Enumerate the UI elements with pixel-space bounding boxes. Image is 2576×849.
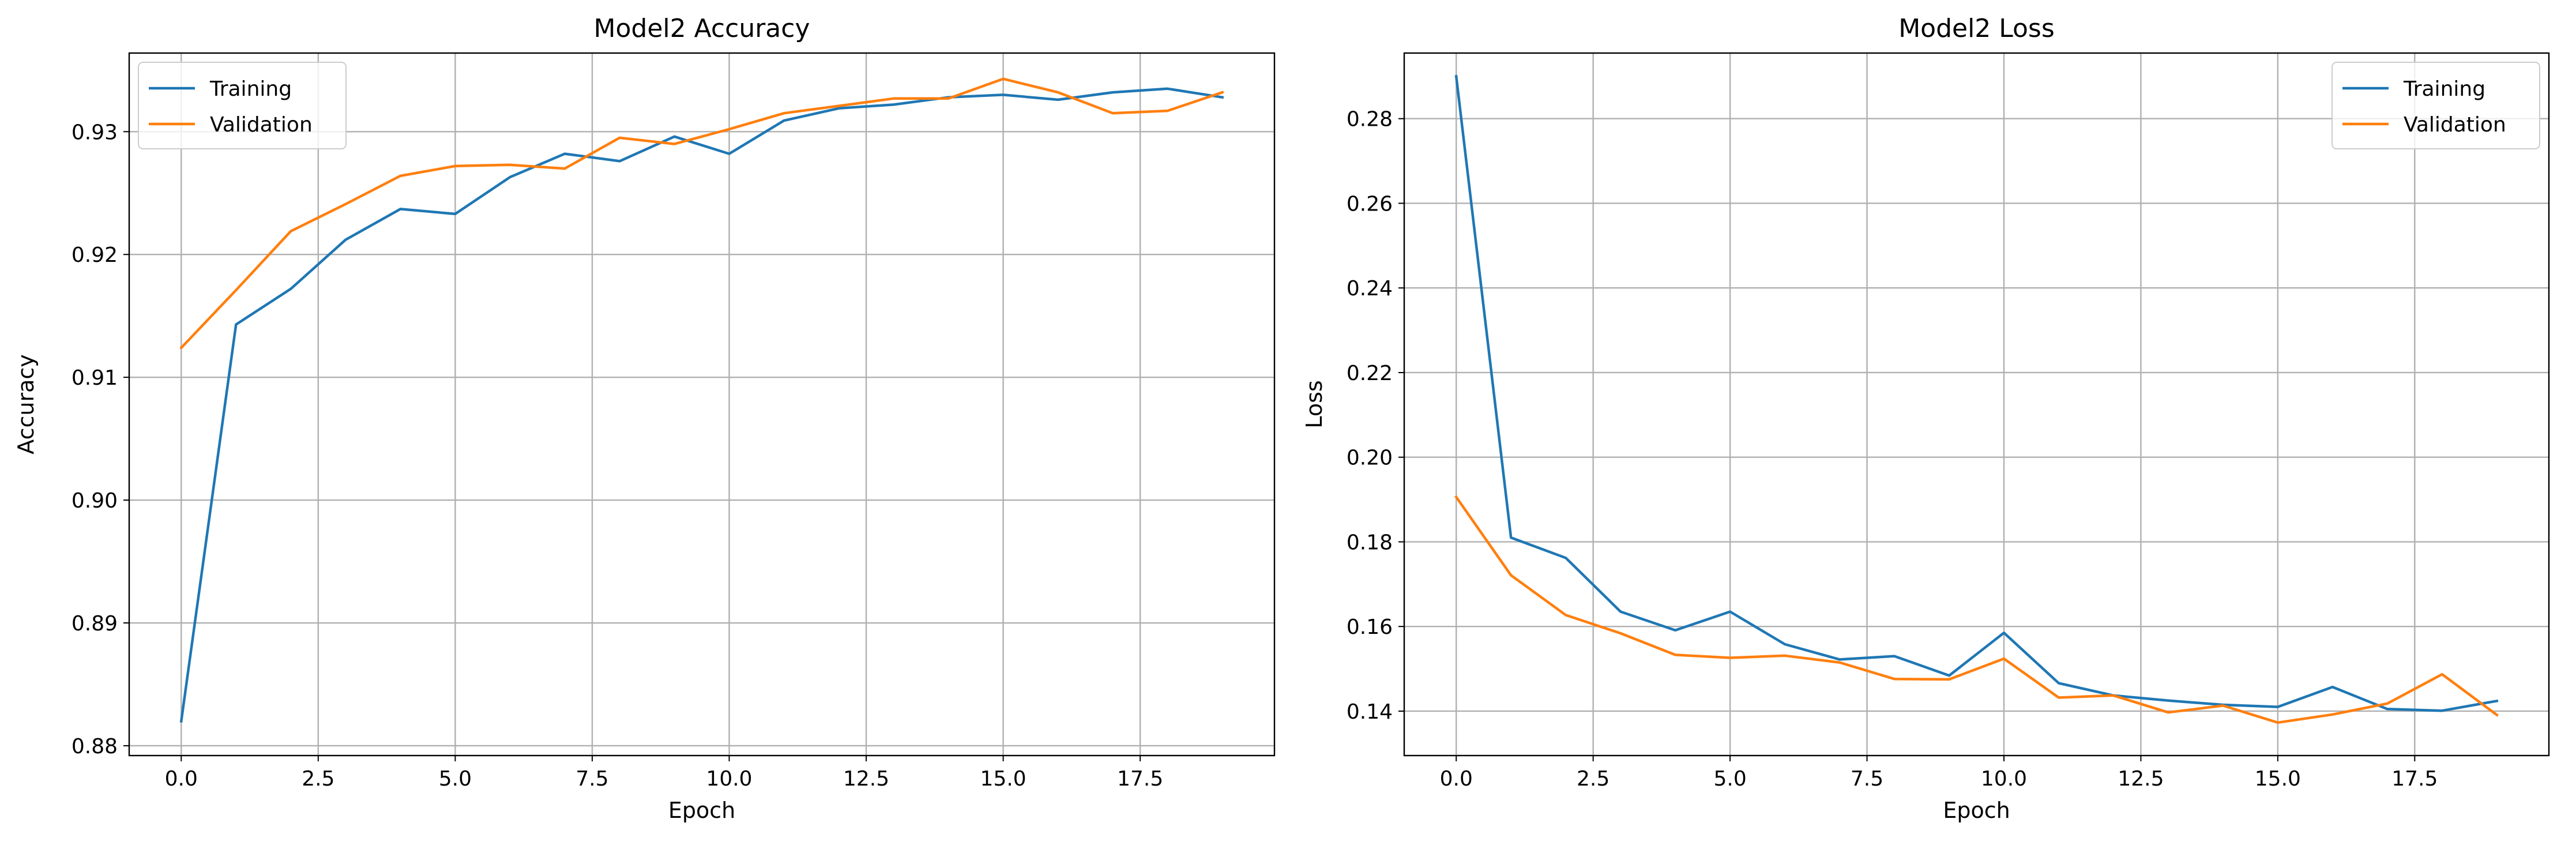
y-tick-label: 0.18: [1347, 531, 1393, 554]
y-tick-label: 0.90: [72, 489, 118, 513]
series-line-training: [179, 87, 1224, 723]
x-tick-label: 7.5: [1851, 767, 1883, 791]
x-tick-label: 2.5: [1577, 767, 1609, 791]
plot-frame: [128, 52, 1276, 757]
y-tick-label: 0.26: [1347, 192, 1393, 216]
x-tick-label: 5.0: [1713, 767, 1746, 791]
chart-title: Model2 Loss: [1898, 14, 2055, 43]
x-tick-label: 12.5: [2118, 767, 2164, 791]
x-tick-label: 0.0: [165, 767, 198, 791]
series-line-validation: [1454, 495, 2499, 724]
legend-label-validation: Validation: [2404, 113, 2506, 137]
x-tick-label: 17.5: [1117, 767, 1163, 791]
chart-1: 0.0 2.5 5.0 7.5 10.0 12.5 15.0 17.5 0.14 0.16 0.18…: [1302, 14, 2550, 823]
y-tick-label: 0.88: [72, 735, 118, 758]
legend-box: [138, 62, 347, 149]
legend-box: [2331, 62, 2540, 149]
x-tick-label: 15.0: [2255, 767, 2301, 791]
series-line-validation: [179, 77, 1224, 350]
x-tick-label: 10.0: [1981, 767, 2027, 791]
y-tick-label: 0.93: [72, 121, 118, 144]
x-tick-label: 2.5: [302, 767, 334, 791]
x-tick-label: 17.5: [2391, 767, 2438, 791]
y-tick-label: 0.14: [1347, 700, 1393, 724]
y-tick-label: 0.89: [72, 612, 118, 636]
y-tick-label: 0.91: [72, 366, 118, 390]
x-tick-label: 7.5: [576, 767, 608, 791]
legend-label-training: Training: [2403, 77, 2485, 101]
x-axis-label: Epoch: [668, 798, 735, 823]
x-tick-label: 0.0: [1440, 767, 1473, 791]
legend-label-training: Training: [209, 77, 292, 101]
x-tick-label: 5.0: [439, 767, 472, 791]
y-axis-label: Loss: [1302, 380, 1327, 428]
x-tick-label: 15.0: [980, 767, 1026, 791]
y-tick-label: 0.92: [72, 243, 118, 267]
x-axis-label: Epoch: [1943, 798, 2010, 823]
plot-frame: [1403, 52, 2550, 757]
legend-label-validation: Validation: [210, 113, 313, 137]
y-tick-label: 0.16: [1347, 615, 1393, 639]
series-line-training: [1454, 74, 2499, 712]
x-tick-label: 10.0: [706, 767, 752, 791]
chart-title: Model2 Accuracy: [594, 14, 810, 43]
y-tick-label: 0.28: [1347, 108, 1393, 132]
y-tick-label: 0.22: [1347, 362, 1393, 385]
x-tick-label: 12.5: [843, 767, 889, 791]
y-axis-label: Accuracy: [13, 354, 39, 454]
y-tick-label: 0.24: [1347, 277, 1393, 300]
y-tick-label: 0.20: [1347, 446, 1393, 470]
chart-0: 0.0 2.5 5.0 7.5 10.0 12.5 15.0 17.5 0.88 0.89 0.90…: [13, 14, 1276, 823]
